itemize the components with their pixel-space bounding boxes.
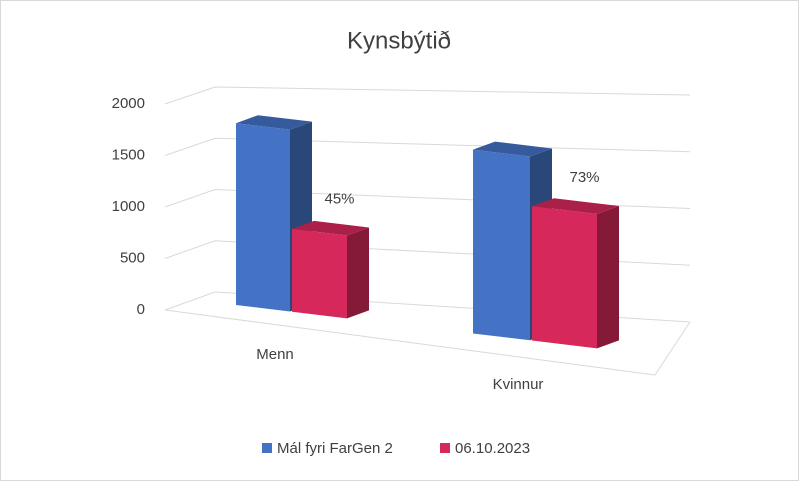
bar-front — [473, 149, 530, 341]
y-tick-label: 500 — [120, 249, 145, 266]
bar-top — [532, 198, 619, 214]
bar-front — [292, 228, 347, 319]
y-tick-label: 2000 — [112, 95, 145, 112]
x-tick-label: Kvinnur — [493, 376, 544, 393]
data-label: 73% — [569, 169, 599, 186]
bar-top — [236, 115, 312, 130]
bar-front — [532, 206, 597, 349]
bar-front — [236, 123, 290, 312]
legend-label: Mál fyri FarGen 2 — [277, 440, 393, 457]
bar-top — [473, 141, 552, 157]
grid-line — [164, 86, 691, 105]
y-tick-label: 1000 — [112, 198, 145, 215]
data-label: 45% — [324, 190, 354, 207]
y-tick-label: 1500 — [112, 146, 145, 163]
bar — [292, 220, 369, 319]
x-tick-label: Menn — [256, 346, 294, 363]
bar-side — [597, 205, 619, 349]
floor-edge — [164, 309, 691, 376]
legend-swatch — [440, 443, 450, 453]
legend-label: 06.10.2023 — [455, 440, 530, 457]
bar-side — [347, 227, 369, 319]
legend-swatch — [262, 443, 272, 453]
bar-top — [292, 220, 369, 236]
y-tick-label: 0 — [137, 301, 145, 318]
bar — [532, 198, 619, 349]
bar — [236, 115, 312, 312]
chart-title: Kynsbýtið — [347, 27, 451, 54]
